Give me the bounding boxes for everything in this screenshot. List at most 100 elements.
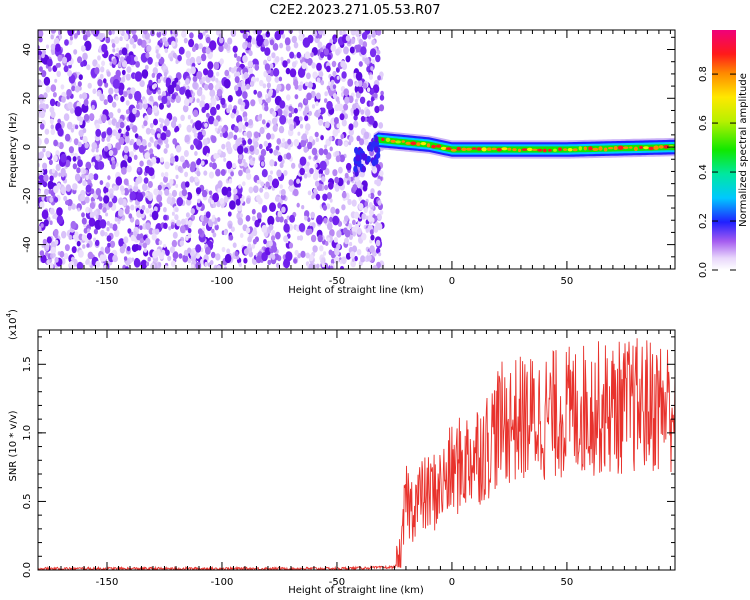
noise-point (233, 125, 239, 133)
noise-point (333, 237, 338, 243)
noise-point (315, 92, 321, 100)
noise-point (344, 215, 349, 222)
noise-point (163, 214, 168, 221)
noise-point (309, 167, 314, 175)
snr-multiplier-exp: 4 (5, 312, 13, 317)
noise-point (363, 206, 368, 214)
noise-point (192, 75, 198, 83)
noise-point (164, 265, 169, 269)
carrier-peak (496, 147, 502, 152)
noise-point (86, 64, 91, 71)
noise-point (121, 69, 126, 76)
noise-point (123, 256, 128, 261)
noise-point (262, 83, 267, 89)
noise-point (187, 114, 191, 120)
noise-point (85, 161, 92, 170)
noise-point (169, 178, 174, 186)
noise-point (315, 193, 321, 201)
noise-point (210, 135, 217, 144)
noise-point (243, 147, 249, 154)
noise-point (156, 194, 163, 203)
noise-point (188, 38, 195, 48)
carrier-peak (623, 146, 629, 150)
noise-point (134, 133, 139, 139)
noise-point (350, 259, 357, 268)
carrier-peak (401, 140, 406, 143)
noise-point (274, 76, 280, 83)
noise-point (133, 154, 138, 160)
noise-point (254, 148, 260, 156)
noise-point (334, 248, 340, 256)
noise-point (81, 92, 88, 100)
noise-point (104, 82, 109, 88)
noise-point (112, 254, 118, 263)
noise-point (98, 196, 103, 202)
noise-point (223, 78, 231, 89)
noise-point (216, 88, 223, 97)
noise-point (132, 125, 138, 133)
noise-point (200, 53, 207, 62)
noise-point (89, 211, 95, 219)
noise-point (301, 61, 307, 70)
noise-point (158, 240, 163, 246)
noise-point (270, 133, 275, 140)
x-tick-label: 0 (449, 276, 455, 287)
noise-point (358, 203, 364, 211)
noise-point (109, 240, 116, 248)
noise-point (43, 92, 48, 99)
transition-point (361, 165, 366, 173)
noise-point (91, 161, 96, 167)
noise-point (50, 124, 55, 130)
noise-point (57, 118, 61, 124)
noise-point (63, 195, 68, 202)
noise-point (288, 179, 294, 186)
noise-point (278, 125, 285, 134)
noise-point (123, 187, 130, 196)
noise-point (247, 236, 252, 243)
noise-point (135, 219, 140, 226)
noise-point (112, 48, 116, 53)
carrier-peak (617, 145, 624, 150)
noise-point (209, 162, 213, 168)
noise-point (371, 39, 376, 46)
noise-point (145, 191, 149, 196)
noise-point (293, 258, 298, 264)
noise-point (115, 95, 119, 101)
noise-point (178, 46, 185, 55)
noise-point (242, 32, 248, 40)
noise-point (108, 112, 114, 119)
noise-point (84, 196, 90, 204)
noise-point (307, 141, 313, 150)
noise-point (142, 30, 148, 35)
noise-point (160, 76, 164, 81)
noise-point (323, 251, 327, 256)
noise-point (269, 202, 276, 212)
noise-point (102, 207, 107, 213)
noise-point (286, 58, 291, 64)
y-tick-label: 0.5 (22, 493, 33, 509)
noise-point (115, 176, 123, 186)
noise-point (224, 253, 232, 264)
noise-point (271, 52, 276, 59)
noise-point (180, 114, 185, 122)
noise-point (326, 100, 333, 111)
noise-point (155, 248, 161, 256)
noise-point (204, 122, 208, 128)
noise-point (333, 117, 339, 124)
noise-point (276, 138, 282, 145)
noise-point (221, 151, 226, 158)
noise-point (230, 171, 235, 177)
noise-point (88, 217, 96, 227)
noise-point (242, 55, 248, 63)
noise-point (218, 44, 224, 53)
noise-point (120, 96, 125, 103)
noise-point (311, 147, 318, 156)
noise-point (164, 188, 170, 196)
noise-point (293, 107, 298, 114)
noise-point (232, 144, 237, 150)
noise-point (99, 254, 105, 262)
transition-point (374, 157, 379, 165)
noise-point (264, 47, 271, 56)
carrier-band (353, 130, 675, 177)
noise-point (227, 146, 233, 155)
